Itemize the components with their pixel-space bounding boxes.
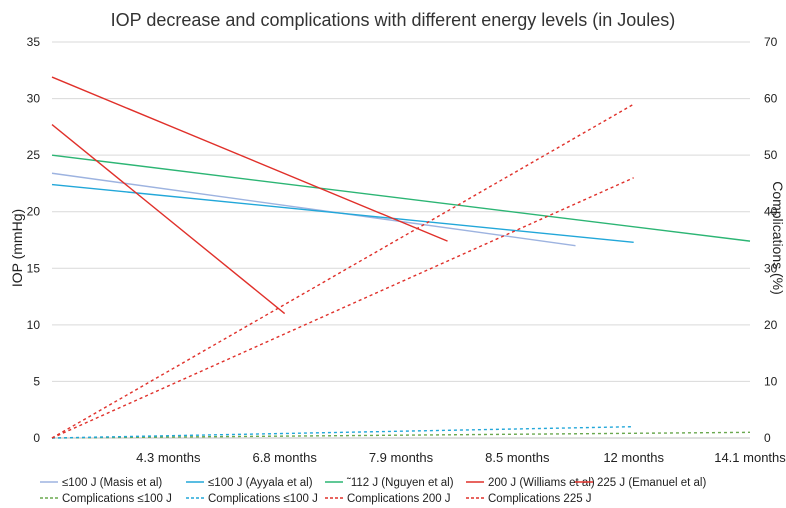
x-tick-label: 8.5 months [485, 450, 550, 465]
series-line-5 [51, 124, 286, 315]
series-line-2 [51, 183, 634, 243]
chart-title: IOP decrease and complications with diff… [111, 10, 676, 30]
series-line-8 [51, 103, 635, 439]
y2-tick-label: 0 [764, 431, 771, 445]
y-tick-label: 30 [27, 92, 41, 106]
y2-tick-label: 20 [764, 318, 778, 332]
y2-tick-label: 30 [764, 261, 778, 275]
x-tick-label: 12 months [603, 450, 664, 465]
x-tick-labels: 4.3 months 6.8 months 7.9 months 8.5 months… [136, 450, 786, 465]
legend-label: ≤100 J (Ayyala et al) [208, 477, 313, 489]
y2-tick-label: 70 [764, 35, 778, 49]
legend-label: Complications ≤100 J [208, 493, 318, 505]
series-line-1 [51, 172, 576, 247]
y2-tick-label: 50 [764, 148, 778, 162]
y-tick-label: 10 [27, 318, 41, 332]
y-tick-label: 35 [27, 35, 41, 49]
x-tick-label: 6.8 months [253, 450, 318, 465]
y2-tick-label: 40 [764, 205, 778, 219]
y2-tick-label: 10 [764, 374, 778, 388]
legend-label: Complications 225 J [488, 493, 592, 505]
legend-label: Complications 200 J [347, 493, 451, 505]
series-line-6 [51, 431, 751, 439]
legend-label: ˜112 J (Nguyen et al) [346, 477, 454, 489]
y2-tick-label: 60 [764, 92, 778, 106]
y-tick-label: 15 [27, 261, 41, 275]
y-tick-label: 0 [33, 431, 40, 445]
series-line-4 [51, 76, 448, 242]
y-tick-labels: 0 5 10 15 20 25 30 35 [27, 35, 41, 445]
y-tick-label: 5 [33, 374, 40, 388]
x-tick-label: 7.9 months [369, 450, 434, 465]
y2-tick-labels: 0 10 20 30 40 50 60 70 [764, 35, 778, 445]
legend-label: Complications ≤100 J [62, 493, 172, 505]
gridlines [52, 41, 750, 382]
y-tick-label: 25 [27, 148, 41, 162]
series-line-9 [51, 177, 634, 439]
legend-label: 200 J (Williams et al) [488, 477, 595, 489]
y2-axis-label: Complications (%) [770, 181, 786, 295]
x-tick-label: 4.3 months [136, 450, 201, 465]
legend-label: 225 J (Emanuel et al) [597, 477, 706, 489]
legend: ≤100 J (Masis et al) ≤100 J (Ayyala et al… [40, 477, 706, 505]
series-line-3 [51, 154, 751, 242]
x-tick-label: 14.1 months [714, 450, 786, 465]
legend-label: ≤100 J (Masis et al) [62, 477, 162, 489]
series-lines [51, 76, 751, 439]
series-line-7 [51, 425, 634, 439]
y-tick-label: 20 [27, 205, 41, 219]
y-axis-label: IOP (mmHg) [9, 209, 25, 287]
